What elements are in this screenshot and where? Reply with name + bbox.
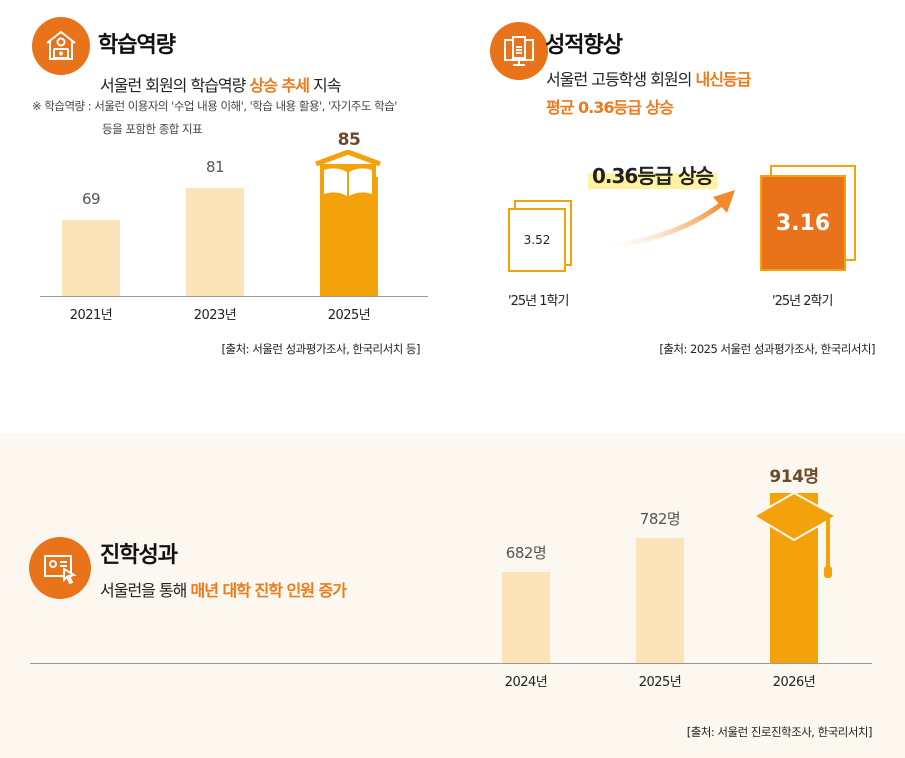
house-laptop-icon [32,17,90,75]
section1-note-cont: 등을 포함한 종합 지표 [102,122,203,136]
value-label-1: 81 [205,157,225,176]
paper-after: 3.16 [760,175,846,271]
bar-1 [636,537,684,663]
value-label-1: 782명 [639,509,681,528]
x-tick-label-0: 2024년 [504,675,548,690]
section1-subtitle: 서울런 회원의 학습역량 상승 추세 지속 [100,72,341,96]
after-value: 3.16 [775,210,831,236]
paper-before: 3.52 [508,208,566,272]
subtitle-highlight: 내신등급 [695,70,751,89]
bar-1 [186,187,244,296]
certificate-cursor-icon [29,537,91,599]
section1-note: ※ 학습역량 : 서울런 이용자의 '수업 내용 이해', '학습 내용 활용'… [32,99,397,113]
section3-source: [출처: 서울런 진로진학조사, 한국리서치] [686,725,873,739]
change-label: 0.36등급 상승 [588,160,717,189]
x-tick-label-1: 2025년 [638,675,682,690]
value-label-0: 682명 [505,543,547,562]
book-icon [315,150,381,200]
before-value: 3.52 [523,233,551,247]
section3-title: 진학성과 [100,543,178,568]
x-tick-label-2: 2026년 [772,675,816,690]
section2-subtitle-line2: 평균 0.36등급 상승 [546,98,674,117]
subtitle-text: 서울런 회원의 학습역량 [100,76,250,95]
subtitle-text: 지속 [308,76,341,95]
subtitle-highlight: 매년 대학 진학 인원 증가 [190,581,347,600]
subtitle-text: 서울런을 통해 [100,581,191,600]
before-label: '25년 1학기 [508,294,569,309]
section3-background [0,433,905,758]
value-label-0: 69 [81,189,101,208]
section2-title: 성적향상 [545,33,623,58]
value-label-2: 914명 [769,467,819,487]
bar-0 [502,571,550,663]
section1-title: 학습역량 [98,33,176,58]
section2-subtitle: 서울런 고등학생 회원의 내신등급 [546,66,751,90]
x-tick-label-1: 2023년 [193,308,237,323]
subtitle-text: 서울런 고등학생 회원의 [546,70,696,89]
section2-source: [출처: 2025 서울런 성과평가조사, 한국리서치] [659,342,875,356]
value-label-2: 85 [337,130,361,150]
x-tick-label-0: 2021년 [69,308,113,323]
section1-source: [출처: 서울런 성과평가조사, 한국리서치 등] [221,342,421,356]
section3-subtitle: 서울런을 통해 매년 대학 진학 인원 증가 [100,577,347,601]
chart1-axis [40,296,428,297]
bar-0 [62,219,120,296]
graduation-cap-icon [752,491,839,578]
after-label: '25년 2학기 [772,294,833,309]
subtitle-highlight: 상승 추세 [249,76,309,95]
x-tick-label-2: 2025년 [327,308,371,323]
chart2-axis [30,663,872,664]
monitor-document-icon [490,22,548,80]
trend-arrow-icon [599,190,735,250]
